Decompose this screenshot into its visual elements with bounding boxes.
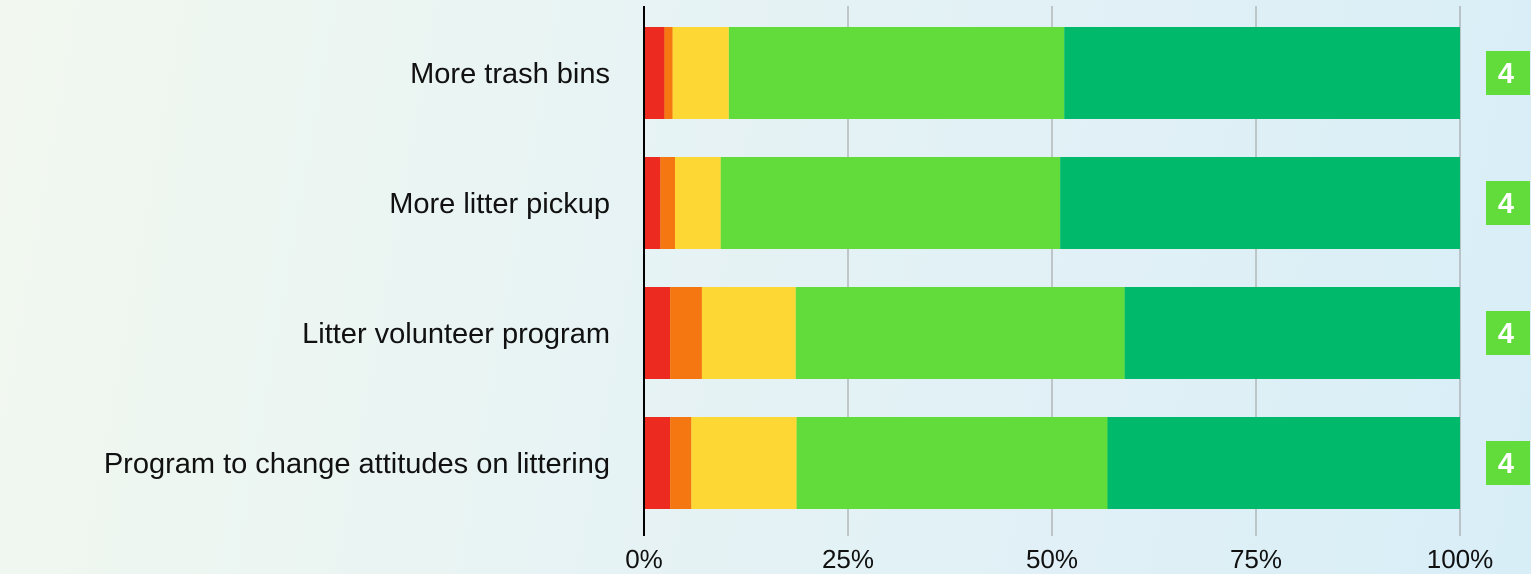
bar-segment (1124, 287, 1460, 379)
category-label: Litter volunteer program (302, 318, 610, 350)
x-tick-label: 25% (822, 544, 874, 574)
bar-segment (728, 27, 1065, 119)
score-value: 4 (1498, 318, 1514, 350)
category-label: More litter pickup (389, 188, 610, 220)
score-badges: 4 4 4 4 (1486, 51, 1530, 485)
bar-segment (720, 157, 1061, 249)
score-value: 4 (1498, 448, 1514, 480)
bar-segment (675, 157, 721, 249)
bars (644, 27, 1460, 509)
bar-segment (1107, 417, 1460, 509)
score-badge (1486, 311, 1530, 355)
score-value: 4 (1498, 58, 1514, 90)
bar-segment (644, 417, 671, 509)
bar-segment (1064, 27, 1460, 119)
bar-segment (644, 27, 665, 119)
category-label: More trash bins (410, 58, 610, 90)
bar-segment (672, 27, 729, 119)
category-labels: More trash bins More litter pickup Litter … (104, 58, 610, 480)
x-tick-label: 0% (625, 544, 663, 574)
bar-segment (670, 287, 702, 379)
bar-segment (1060, 157, 1460, 249)
bar-segment (795, 287, 1125, 379)
bar-segment (644, 157, 661, 249)
bar-segment (691, 417, 797, 509)
x-tick-label: 100% (1427, 544, 1494, 574)
bar-segment (796, 417, 1108, 509)
bar-segment (670, 417, 692, 509)
x-tick-label: 75% (1230, 544, 1282, 574)
score-badge (1486, 51, 1530, 95)
score-badge (1486, 181, 1530, 225)
x-tick-labels: 0% 25% 50% 75% 100% (625, 544, 1493, 574)
score-value: 4 (1498, 188, 1514, 220)
bar-segment (660, 157, 676, 249)
bar-segment (664, 27, 673, 119)
category-label: Program to change attitudes on littering (104, 448, 610, 480)
bar-segment (701, 287, 796, 379)
score-badge (1486, 441, 1530, 485)
bar-segment (644, 287, 671, 379)
x-tick-label: 50% (1026, 544, 1078, 574)
